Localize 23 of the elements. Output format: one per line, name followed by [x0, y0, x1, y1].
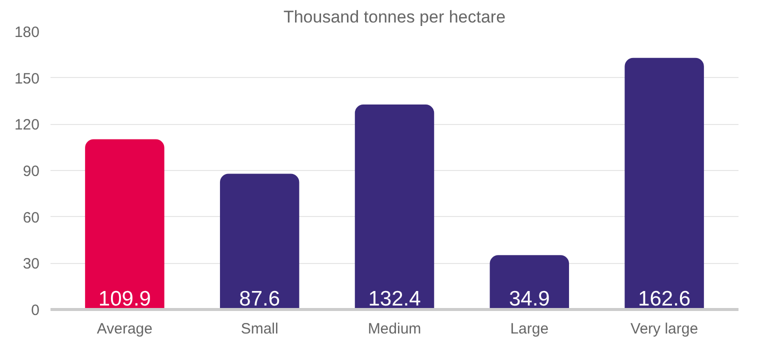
y-tick-label: 150: [14, 70, 40, 88]
x-tick-label: Average: [96, 320, 153, 338]
bar: [85, 139, 164, 310]
data-label: 109.9: [98, 288, 151, 310]
data-label: 87.6: [239, 288, 280, 310]
data-label: 34.9: [508, 288, 550, 310]
chart-title: Thousand tonnes per hectare: [283, 8, 506, 26]
x-tick-label: Very large: [630, 320, 698, 338]
x-tick-label: Medium: [368, 320, 422, 338]
bar: [624, 58, 704, 310]
y-tick-label: 60: [22, 209, 40, 226]
x-tick-label: Large: [510, 320, 549, 338]
y-tick-label: 120: [14, 116, 40, 134]
bar: [354, 104, 434, 310]
y-tick-label: 90: [22, 163, 40, 180]
y-tick-label: 30: [22, 256, 40, 273]
bar: [490, 255, 570, 310]
x-tick-label: Small: [240, 320, 278, 338]
data-label: 132.4: [368, 288, 422, 310]
data-label: 162.6: [638, 288, 691, 310]
bar: [220, 174, 300, 310]
y-tick-label: 180: [14, 24, 40, 41]
y-tick-label: 0: [31, 302, 40, 319]
